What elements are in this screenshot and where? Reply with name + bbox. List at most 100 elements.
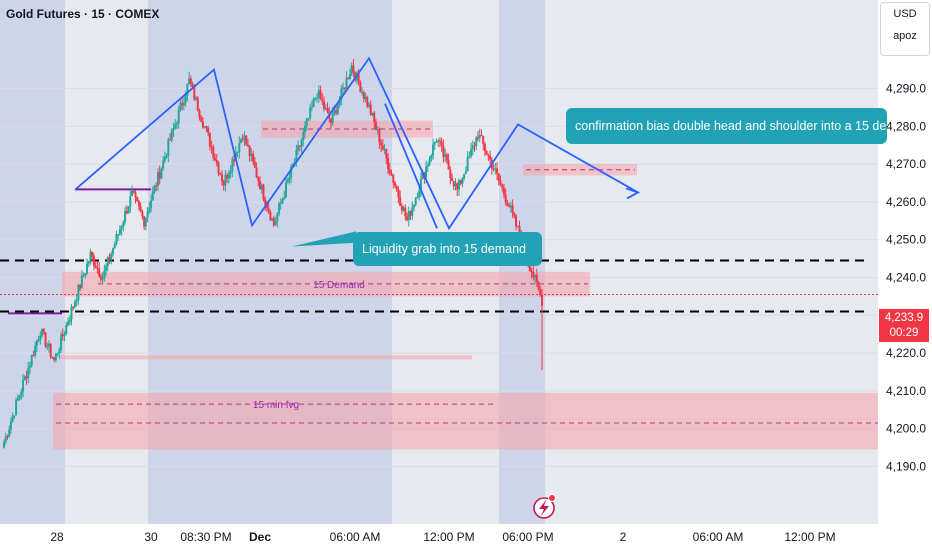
candle-body-40	[72, 306, 75, 308]
time-tick-5: 12:00 PM	[423, 530, 474, 544]
candle-body-250	[435, 140, 438, 143]
candle-body-152	[265, 204, 268, 209]
candle-body-27	[49, 343, 52, 357]
candle-body-291	[506, 202, 509, 206]
candle-body-264	[459, 180, 462, 184]
candle-body-199	[347, 77, 350, 80]
candle-body-8	[16, 398, 19, 401]
candle-body-294	[511, 205, 514, 213]
candle-body-214	[373, 112, 376, 122]
candle-body-280	[487, 154, 490, 156]
candle-body-215	[374, 121, 377, 130]
candle-body-275	[478, 135, 481, 139]
candle-body-61	[108, 257, 111, 261]
candle-body-172	[300, 139, 303, 147]
candle-body-151	[264, 199, 267, 205]
candle-body-279	[485, 150, 488, 155]
candle-body-247	[430, 155, 433, 160]
candle-body-140	[245, 135, 248, 145]
candle-body-91	[160, 168, 163, 179]
candle-body-60	[106, 257, 109, 266]
candle-body-130	[227, 173, 230, 179]
candle-body-75	[132, 190, 135, 193]
candle-body-148	[259, 180, 262, 190]
candle-body-295	[513, 212, 516, 216]
candle-body-170	[297, 145, 300, 151]
price-tick-3: 4,220.0	[886, 346, 926, 360]
candle-body-145	[253, 161, 256, 168]
candle-body-165	[288, 176, 291, 181]
liquidity-callout[interactable]: Liquidity grab into 15 demand	[353, 232, 542, 266]
candle-body-4	[9, 421, 12, 430]
candle-body-193	[336, 105, 339, 114]
candle-body-216	[376, 129, 379, 131]
candle-body-12	[23, 376, 26, 381]
currency-label: USD	[893, 8, 917, 20]
candle-body-29	[53, 357, 56, 361]
candle-body-37	[67, 322, 70, 325]
candle-body-90	[158, 172, 161, 179]
candle-body-288	[501, 184, 504, 188]
candle-body-266	[463, 173, 466, 179]
candle-body-182	[317, 90, 320, 98]
candle-body-147	[257, 176, 260, 181]
candle-body-213	[371, 112, 374, 115]
fvg-zone-label: 15 min fvg	[253, 400, 299, 411]
candle-body-156	[272, 218, 275, 226]
current-price-badge: 4,233.9 00:29	[879, 309, 929, 342]
price-tick-5: 4,240.0	[886, 271, 926, 285]
candle-body-102	[179, 103, 182, 110]
candle-body-184	[321, 99, 324, 102]
price-tick-8: 4,270.0	[886, 157, 926, 171]
candle-body-176	[307, 118, 310, 120]
candle-body-281	[489, 155, 492, 160]
candle-body-20	[37, 339, 40, 342]
candle-body-263	[457, 180, 460, 190]
candle-body-234	[407, 211, 410, 221]
candle-body-229	[399, 197, 402, 206]
candle-body-200	[348, 74, 351, 80]
candle-body-117	[205, 126, 208, 128]
candle-body-146	[255, 167, 258, 177]
candle-body-186	[324, 108, 327, 110]
candle-body-59	[105, 265, 108, 271]
candle-body-111	[195, 97, 198, 100]
candle-body-52	[92, 256, 95, 266]
time-tick-6: 06:00 PM	[502, 530, 553, 544]
candle-body-311	[541, 295, 543, 306]
candle-body-114	[200, 117, 203, 122]
candle-body-239	[416, 197, 419, 199]
candle-body-309	[537, 281, 540, 290]
candle-body-57	[101, 278, 104, 280]
candle-body-228	[397, 189, 400, 198]
candle-body-225	[392, 174, 395, 183]
price-tick-6: 4,250.0	[886, 233, 926, 247]
candle-body-262	[456, 183, 459, 190]
candle-body-63	[111, 248, 114, 254]
candle-body-51	[91, 251, 94, 257]
candle-body-205	[357, 72, 360, 83]
candle-body-33	[60, 334, 63, 350]
confirmation-callout[interactable]: confirmation bias double head and should…	[566, 108, 887, 144]
time-tick-0: 28	[50, 530, 64, 544]
candle-body-55	[98, 268, 101, 276]
candle-body-49	[87, 261, 90, 264]
candle-body-174	[304, 125, 307, 133]
candle-body-11	[22, 380, 25, 392]
candle-body-78	[137, 201, 140, 207]
candle-body-131	[229, 171, 232, 174]
candle-body-276	[480, 135, 483, 137]
price-tick-9: 4,280.0	[886, 119, 926, 133]
candle-body-50	[89, 251, 92, 262]
candle-body-169	[295, 150, 298, 162]
candle-body-257	[447, 160, 450, 170]
candle-body-307	[534, 274, 537, 278]
candle-body-99	[174, 124, 177, 129]
currency-selector[interactable]: USD apoz	[880, 2, 930, 56]
candle-body-97	[170, 130, 173, 141]
candle-body-196	[342, 87, 345, 89]
candle-body-35	[63, 333, 66, 337]
candle-body-271	[471, 145, 474, 150]
